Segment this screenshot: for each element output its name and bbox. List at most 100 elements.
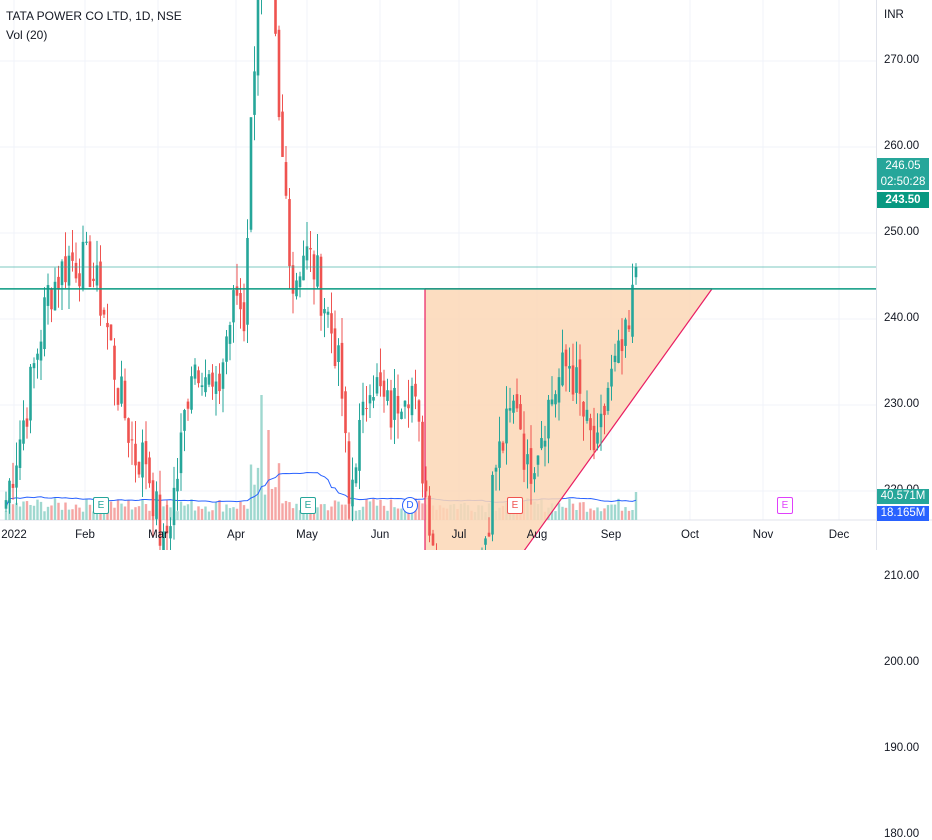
candle-body — [533, 473, 536, 480]
volume-bar — [130, 509, 134, 520]
volume-bar — [179, 501, 183, 520]
symbol-legend[interactable]: TATA POWER CO LTD, 1D, NSE — [6, 9, 182, 23]
candle-body — [302, 255, 305, 281]
price-chart-canvas[interactable] — [0, 0, 932, 550]
volume-bar — [193, 510, 197, 520]
volume-bar — [46, 506, 50, 520]
time-tick-label: Oct — [681, 529, 699, 541]
candle-body — [50, 288, 53, 310]
candle-body — [386, 390, 389, 401]
volume-bar — [120, 503, 123, 520]
candle-body — [316, 255, 319, 287]
volume-legend[interactable]: Vol (20) — [6, 28, 48, 42]
volume-bar — [204, 506, 207, 520]
volume-bar — [624, 507, 627, 520]
dividend-marker[interactable]: D — [402, 497, 418, 514]
volume-bar — [116, 499, 120, 520]
volume-bar — [43, 511, 46, 520]
candle-body — [113, 345, 116, 380]
candle-body — [151, 480, 155, 517]
candle-body — [606, 387, 610, 411]
candle-body — [242, 302, 246, 332]
candle-body — [176, 478, 179, 492]
volume-bar — [568, 498, 571, 520]
volume-bar — [396, 508, 400, 520]
candle-body — [585, 409, 589, 421]
price-tick-label: 180.00 — [884, 828, 920, 840]
candle-body — [46, 285, 50, 306]
candle-body — [221, 362, 225, 389]
candle-body — [95, 265, 99, 286]
volume-bar — [249, 464, 253, 520]
candle-body — [596, 432, 599, 444]
time-tick-label: Jun — [370, 529, 390, 541]
volume-bar — [134, 507, 137, 520]
candle-body — [613, 355, 617, 363]
time-tick-label: Apr — [227, 529, 245, 541]
currency-label[interactable]: INR — [884, 9, 904, 21]
candle-body — [589, 418, 592, 431]
candle-body — [578, 359, 582, 394]
candle-body — [71, 252, 74, 261]
candle-body — [424, 480, 428, 492]
candle-body — [407, 404, 410, 409]
volume-bar — [60, 509, 64, 520]
candle-body — [11, 483, 15, 488]
candle-body — [403, 400, 407, 407]
candle-body — [4, 500, 8, 509]
volume-bar — [403, 511, 407, 520]
volume-bar — [323, 504, 326, 520]
candle-body — [218, 373, 221, 392]
candle-body — [361, 401, 365, 416]
level-badge: 243.50 — [877, 192, 929, 208]
volume-bar — [127, 500, 130, 520]
candle-body — [81, 241, 85, 289]
candle-body — [543, 440, 547, 447]
volume-bar — [288, 502, 291, 520]
triangle-fill — [425, 288, 712, 550]
volume-bar — [183, 505, 186, 520]
candlesticks — [4, 0, 638, 550]
candle-body — [22, 420, 25, 444]
volume-bar — [368, 501, 372, 520]
volume-bar — [190, 499, 193, 520]
volume-bar — [631, 509, 634, 520]
volume-bar — [218, 500, 221, 520]
time-tick-label: May — [296, 529, 318, 541]
triangle-hypotenuse — [523, 288, 713, 550]
volume-bar — [316, 507, 319, 520]
candle-body — [340, 342, 344, 399]
time-tick-label: 2022 — [1, 529, 27, 541]
volume-bar — [263, 494, 267, 520]
volume-bar — [617, 498, 620, 520]
earnings-marker[interactable]: E — [93, 497, 109, 514]
volume-bar — [78, 507, 81, 520]
candle-body — [228, 325, 232, 344]
candle-body — [431, 533, 435, 546]
volume-bar — [246, 508, 249, 520]
earnings-marker[interactable]: E — [777, 497, 793, 514]
candle-body — [554, 394, 557, 405]
candle-body — [172, 487, 176, 526]
candle-body — [277, 29, 281, 118]
candle-body — [610, 368, 613, 387]
volume-bar — [81, 511, 85, 520]
time-tick-label: Nov — [752, 529, 774, 541]
candle-body — [235, 286, 239, 296]
volume-bar — [32, 505, 36, 520]
earnings-marker[interactable]: E — [507, 497, 523, 514]
earnings-marker[interactable]: E — [300, 497, 316, 514]
candle-body — [571, 365, 575, 395]
candle-body — [169, 526, 172, 539]
candle-body — [120, 376, 123, 404]
volume-bar — [561, 506, 564, 520]
price-tick-label: 190.00 — [884, 742, 920, 754]
volume-bar — [74, 504, 78, 520]
volume-bar — [372, 499, 375, 520]
candle-body — [197, 370, 200, 384]
candle-body — [298, 276, 302, 288]
candle-body — [550, 399, 554, 405]
candle-body — [18, 439, 22, 468]
candle-body — [599, 413, 603, 428]
